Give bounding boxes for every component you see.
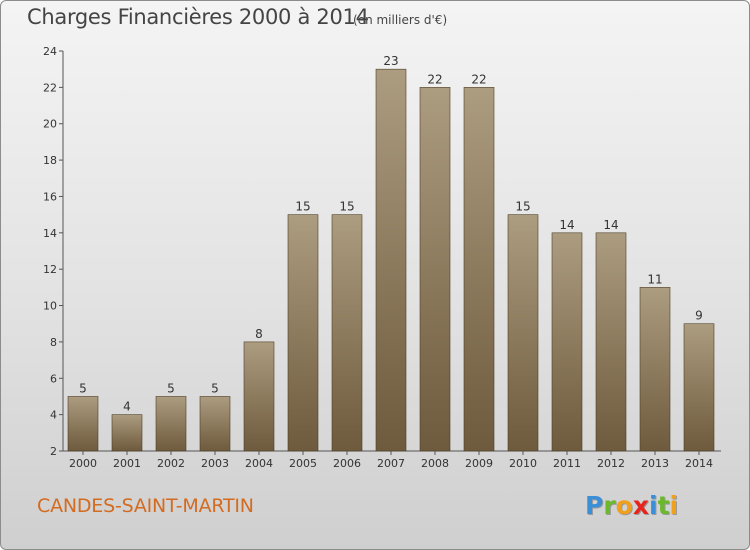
- y-tick-label: 10: [43, 300, 57, 313]
- bar-2001: [111, 414, 143, 452]
- x-tick-label-2012: 2012: [597, 457, 625, 470]
- bar-2010: [507, 214, 539, 452]
- logo-letter: o: [615, 491, 633, 520]
- value-label-2000: 5: [79, 381, 87, 395]
- bar-2006: [331, 214, 363, 452]
- bar-2012: [595, 232, 627, 452]
- y-tick-label: 24: [43, 45, 57, 58]
- value-label-2001: 4: [123, 400, 131, 414]
- logo-letter: P: [585, 491, 604, 520]
- x-tick-label-2009: 2009: [465, 457, 493, 470]
- y-tick-label: 6: [50, 372, 57, 385]
- x-tick-label-2001: 2001: [113, 457, 141, 470]
- y-tick-label: 20: [43, 118, 57, 131]
- x-tick-label-2013: 2013: [641, 457, 669, 470]
- x-tick-label-2011: 2011: [553, 457, 581, 470]
- value-label-2009: 22: [471, 72, 486, 86]
- logo-letter: x: [632, 491, 649, 520]
- bar-2008: [419, 87, 451, 452]
- logo-letter: t: [657, 491, 670, 520]
- bar-2011: [551, 232, 583, 452]
- x-tick-label-2003: 2003: [201, 457, 229, 470]
- bar-2013: [639, 287, 671, 452]
- x-tick-label-2006: 2006: [333, 457, 361, 470]
- bar-2000: [67, 396, 99, 452]
- value-label-2011: 14: [559, 218, 574, 232]
- chart-title: Charges Financières 2000 à 2014: [27, 5, 369, 29]
- x-tick-label-2005: 2005: [289, 457, 317, 470]
- y-tick-label: 16: [43, 190, 57, 203]
- bar-2002: [155, 396, 187, 452]
- x-tick-label-2008: 2008: [421, 457, 449, 470]
- x-tick-label-2002: 2002: [157, 457, 185, 470]
- bar-2009: [463, 87, 495, 452]
- value-label-2003: 5: [211, 381, 219, 395]
- bar-2007: [375, 68, 407, 452]
- value-label-2012: 14: [603, 218, 618, 232]
- y-tick-label: 4: [50, 409, 57, 422]
- x-tick-label-2014: 2014: [685, 457, 713, 470]
- value-label-2008: 22: [427, 72, 442, 86]
- x-tick-label-2000: 2000: [69, 457, 97, 470]
- bar-2014: [683, 323, 715, 452]
- y-tick-label: 18: [43, 154, 57, 167]
- value-label-2005: 15: [295, 200, 310, 214]
- x-tick-label-2007: 2007: [377, 457, 405, 470]
- chart-subtitle: (en milliers d'€): [353, 13, 448, 27]
- y-tick-label: 22: [43, 81, 57, 94]
- logo-letter: i: [669, 491, 679, 520]
- y-tick-label: 12: [43, 263, 57, 276]
- value-label-2013: 11: [647, 272, 662, 286]
- y-tick-label: 8: [50, 336, 57, 349]
- bar-2005: [287, 214, 319, 452]
- bars: [67, 68, 715, 452]
- value-label-2014: 9: [695, 309, 703, 323]
- bar-2004: [243, 341, 275, 452]
- value-label-2004: 8: [255, 327, 263, 341]
- y-tick-label: 14: [43, 227, 57, 240]
- logo-letter: r: [603, 491, 616, 520]
- value-label-2002: 5: [167, 381, 175, 395]
- data-labels: 5 4 5 5 8 15 15 23 22 22 15 14 14 11 9: [79, 54, 703, 413]
- x-tick-label-2004: 2004: [245, 457, 273, 470]
- value-label-2007: 23: [383, 54, 398, 68]
- proxiti-logo: Proxiti: [585, 491, 678, 520]
- y-tick-label: 2: [50, 445, 57, 458]
- value-label-2006: 15: [339, 200, 354, 214]
- logo-letter: i: [649, 491, 658, 520]
- bar-2003: [199, 396, 231, 452]
- commune-name: CANDES-SAINT-MARTIN: [37, 495, 254, 517]
- value-label-2010: 15: [515, 200, 530, 214]
- x-tick-label-2010: 2010: [509, 457, 537, 470]
